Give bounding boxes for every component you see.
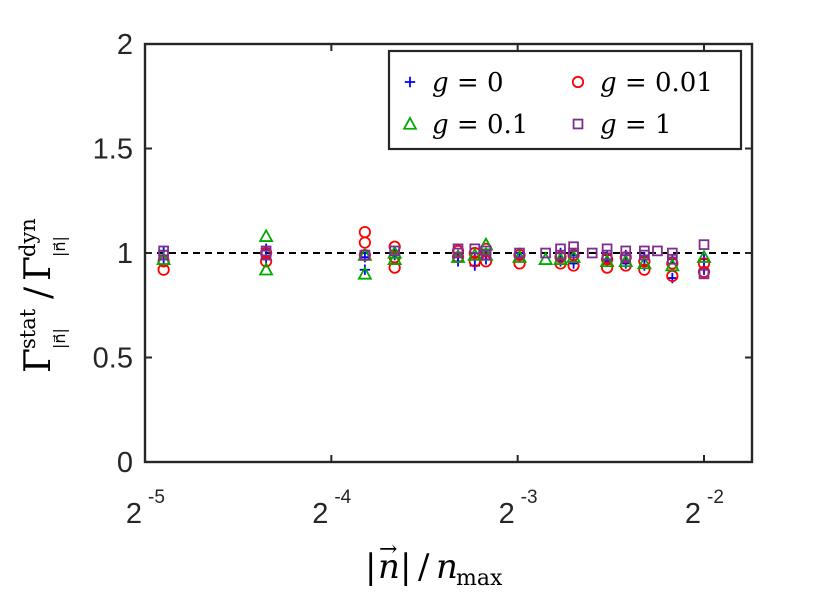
x-label-nmax-sub: max xyxy=(456,566,503,591)
data-point-triangle xyxy=(599,253,615,268)
x-tick-label-base: 2 xyxy=(126,498,142,530)
y-tick-label: 1 xyxy=(117,238,133,270)
x-tick-label-base: 2 xyxy=(499,498,515,530)
data-point-triangle xyxy=(387,245,403,259)
data-point-square xyxy=(389,245,401,257)
data-point-square xyxy=(158,249,169,261)
data-point-square xyxy=(698,268,710,280)
data-marks xyxy=(156,226,712,284)
data-point-square xyxy=(359,249,371,261)
data-point-triangle xyxy=(538,251,554,265)
legend-label: g = 0.01 xyxy=(600,68,713,98)
legend-marker-circle xyxy=(571,75,585,89)
data-point-square xyxy=(652,245,663,257)
legend-marker-plus xyxy=(404,76,416,88)
y-tick-label: 1.5 xyxy=(93,134,133,166)
y-axis-ticks: 0 0.5 1 1.5 2 xyxy=(93,29,752,479)
data-point-square xyxy=(639,249,650,261)
data-point-square xyxy=(540,247,551,259)
legend-label-value: = 0 xyxy=(449,68,504,98)
legend-label-value: = 0.1 xyxy=(449,110,529,140)
data-point-square xyxy=(698,239,710,250)
data-point-square xyxy=(620,245,632,257)
data-point-triangle xyxy=(664,257,680,272)
legend-label: g = 0 xyxy=(432,68,504,98)
y-label-gamma2: Γ xyxy=(18,256,59,281)
y-tick-label: 0 xyxy=(117,447,133,479)
data-point-square xyxy=(620,251,632,263)
data-point-square xyxy=(555,243,566,255)
legend-label-var: g xyxy=(432,68,449,98)
data-point-square xyxy=(480,249,492,261)
legend-label-value: = 0.01 xyxy=(617,68,713,98)
x-label-n: n xyxy=(378,547,400,587)
data-point-triangle xyxy=(258,261,274,276)
data-point-square xyxy=(452,243,464,255)
y-label-dyn: dyn xyxy=(16,218,40,257)
legend-label: g = 0.1 xyxy=(432,110,528,140)
data-point-triangle xyxy=(696,249,712,263)
x-tick-label-exponent: -2 xyxy=(707,487,724,508)
x-label-bar-left: | xyxy=(365,547,376,587)
x-tick-label-exponent: -3 xyxy=(521,487,538,508)
data-point-square xyxy=(555,249,566,261)
data-point-square xyxy=(601,249,613,261)
y-label-gamma1: Γ xyxy=(18,348,59,373)
y-label-sub1: |n⃗| xyxy=(50,328,69,349)
data-point-square xyxy=(667,253,678,265)
y-tick-label: 2 xyxy=(117,29,133,61)
x-label-arrow: → xyxy=(379,537,397,562)
data-point-square xyxy=(514,247,525,259)
x-tick-label-exponent: -5 xyxy=(148,487,165,508)
data-point-triangle xyxy=(636,255,652,270)
data-point-square xyxy=(667,247,678,259)
legend-label: g = 1 xyxy=(600,110,672,140)
y-label-sub2: |n⃗| xyxy=(50,236,69,257)
x-label-slash: / xyxy=(418,547,430,587)
series-square xyxy=(158,239,710,280)
legend-label-var: g xyxy=(600,68,617,98)
y-label-stat: stat xyxy=(16,308,40,349)
legend-marker-square xyxy=(572,118,584,130)
x-axis-ticks: 2 -5 2 -4 2 -3 2 -2 xyxy=(126,44,724,530)
legend-label-value: = 1 xyxy=(617,110,672,140)
y-axis-label: Γ stat |n⃗| / Γ dyn |n⃗| xyxy=(16,218,69,373)
legend-label-var: g xyxy=(432,110,449,140)
x-tick-label-base: 2 xyxy=(685,498,701,530)
data-point-square xyxy=(568,247,579,259)
y-tick-label: 0.5 xyxy=(93,343,133,375)
x-axis-label: | n → | / n max xyxy=(365,537,503,591)
data-point-triangle xyxy=(357,266,373,280)
x-tick-label-exponent: -4 xyxy=(334,487,351,508)
x-label-bar-right: | xyxy=(400,547,411,587)
legend-box xyxy=(387,49,743,151)
x-label-nmax-n: n xyxy=(436,547,458,587)
y-label-slash: / xyxy=(18,286,59,299)
data-point-triangle xyxy=(387,251,403,265)
data-point-triangle xyxy=(467,247,483,261)
data-point-circle xyxy=(638,263,651,276)
data-point-square xyxy=(601,243,613,255)
x-tick-label-base: 2 xyxy=(312,498,328,530)
data-point-square xyxy=(469,243,481,255)
legend-marker-triangle xyxy=(402,116,418,130)
data-point-square xyxy=(568,241,579,253)
legend-label-var: g xyxy=(600,110,617,140)
data-point-square xyxy=(586,247,598,259)
data-point-square xyxy=(260,245,272,257)
data-point-triangle xyxy=(258,228,274,242)
data-point-circle xyxy=(601,261,614,274)
